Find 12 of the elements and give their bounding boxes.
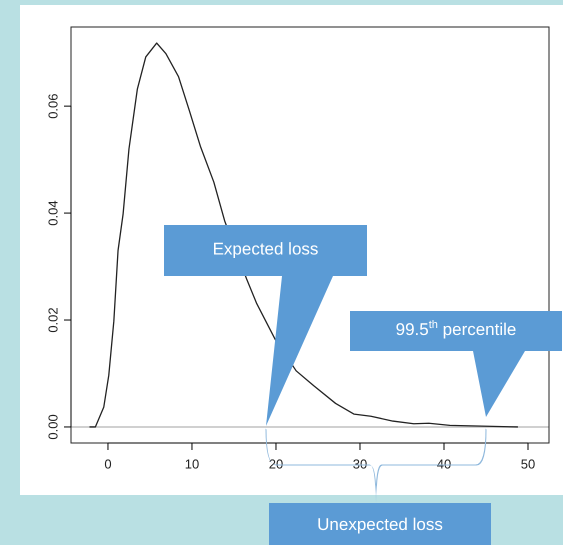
text: Unexpected loss bbox=[317, 515, 443, 534]
y-tick-label: 0.00 bbox=[45, 414, 60, 440]
y-tick-label: 0.04 bbox=[45, 200, 60, 226]
y-tick-label: 0.02 bbox=[45, 307, 60, 333]
x-tick-label: 20 bbox=[268, 456, 284, 472]
line-series bbox=[88, 42, 519, 428]
x-tick-label: 10 bbox=[184, 456, 200, 472]
x-tick-label: 0 bbox=[104, 456, 112, 472]
annotation: 99.5$^{th}$ percentile bbox=[396, 318, 516, 340]
annotation: Expected loss bbox=[212, 240, 318, 259]
x-tick-label: 50 bbox=[520, 456, 536, 472]
y-tick-label: 0.06 bbox=[45, 93, 60, 119]
